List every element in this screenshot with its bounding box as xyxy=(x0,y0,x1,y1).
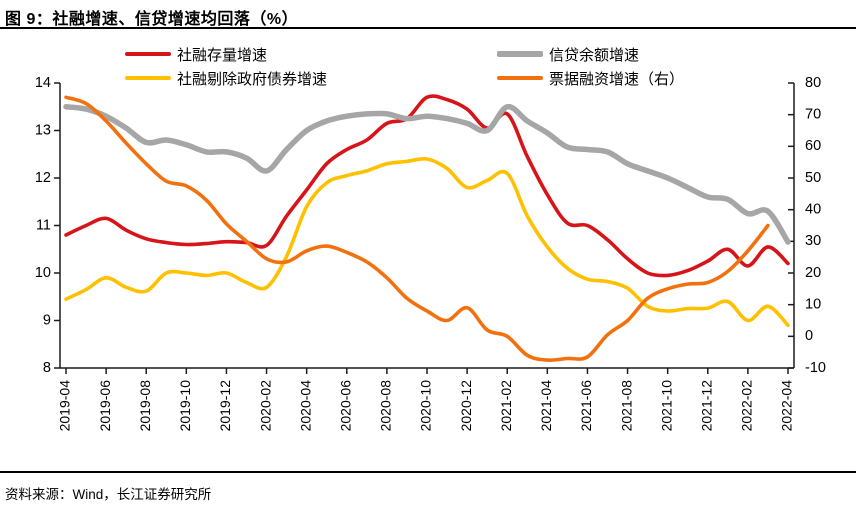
series-line-1 xyxy=(63,104,791,245)
x-tick-label: 2020-06 xyxy=(337,380,353,432)
x-tick-label: 2022-04 xyxy=(779,380,795,432)
x-tick-label: 2019-12 xyxy=(217,380,233,432)
legend-line-orange xyxy=(497,76,543,80)
legend-item-shr-ex-govbond: 社融剔除政府债券增速 xyxy=(125,68,327,88)
series-line-3 xyxy=(64,95,770,362)
legend-item-credit-balance: 信贷余额增速 xyxy=(497,44,639,64)
right-tick-label: 30 xyxy=(805,233,821,249)
legend-label: 票据融资增速（右） xyxy=(549,70,685,88)
left-tick-label: 13 xyxy=(35,122,51,138)
x-tick-label: 2021-04 xyxy=(538,380,554,432)
left-tick-label: 12 xyxy=(35,170,51,186)
legend-item-shr-stock: 社融存量增速 xyxy=(125,44,267,64)
x-tick-label: 2022-02 xyxy=(739,380,755,432)
x-tick-label: 2019-04 xyxy=(57,380,73,432)
legend-label: 社融存量增速 xyxy=(177,46,268,64)
x-tick-label: 2020-12 xyxy=(458,380,474,432)
right-tick-label: 40 xyxy=(805,201,821,217)
x-tick-label: 2021-08 xyxy=(618,380,634,432)
x-tick-label: 2019-06 xyxy=(97,380,113,432)
x-tick-label: 2020-10 xyxy=(418,380,434,432)
legend-line-yellow xyxy=(125,76,171,80)
right-tick-label: 80 xyxy=(805,75,821,91)
footer-rule xyxy=(0,471,856,473)
x-tick-label: 2020-04 xyxy=(297,380,313,432)
right-tick-label: 70 xyxy=(805,106,821,122)
legend-label: 信贷余额增速 xyxy=(549,46,640,64)
x-tick-label: 2020-08 xyxy=(378,380,394,432)
x-tick-label: 2021-06 xyxy=(578,380,594,432)
x-tick-label: 2021-12 xyxy=(698,380,714,432)
left-tick-label: 10 xyxy=(35,265,51,281)
title-underline xyxy=(0,27,856,29)
left-tick-label: 11 xyxy=(36,217,51,233)
right-tick-label: 10 xyxy=(805,296,821,312)
x-tick-label: 2019-10 xyxy=(177,380,193,432)
left-tick-label: 9 xyxy=(43,312,51,328)
right-tick-label: 0 xyxy=(805,328,813,344)
right-tick-label: 20 xyxy=(805,265,821,281)
source-note: 资料来源：Wind，长江证券研究所 xyxy=(5,487,212,502)
right-tick-label: 50 xyxy=(805,170,821,186)
legend-line-red xyxy=(125,52,171,56)
legend-line-gray xyxy=(497,51,543,57)
left-tick-label: 14 xyxy=(35,75,51,91)
right-tick-label: -10 xyxy=(805,360,826,376)
chart-legend: 社融存量增速 信贷余额增速 社融剔除政府债券增速 票据融资增速（右） xyxy=(0,42,856,88)
series-line-0 xyxy=(64,94,790,278)
x-tick-label: 2021-10 xyxy=(658,380,674,432)
legend-item-bill-financing: 票据融资增速（右） xyxy=(497,68,684,88)
legend-label: 社融剔除政府债券增速 xyxy=(177,70,328,88)
right-tick-label: 60 xyxy=(805,138,821,154)
x-tick-label: 2020-02 xyxy=(257,380,273,432)
left-tick-label: 8 xyxy=(43,360,51,376)
x-tick-label: 2021-02 xyxy=(498,380,514,432)
series-line-2 xyxy=(64,156,790,328)
chart-title: 图 9：社融增速、信贷增速均回落（%） xyxy=(5,11,299,28)
x-tick-label: 2019-08 xyxy=(137,380,153,432)
